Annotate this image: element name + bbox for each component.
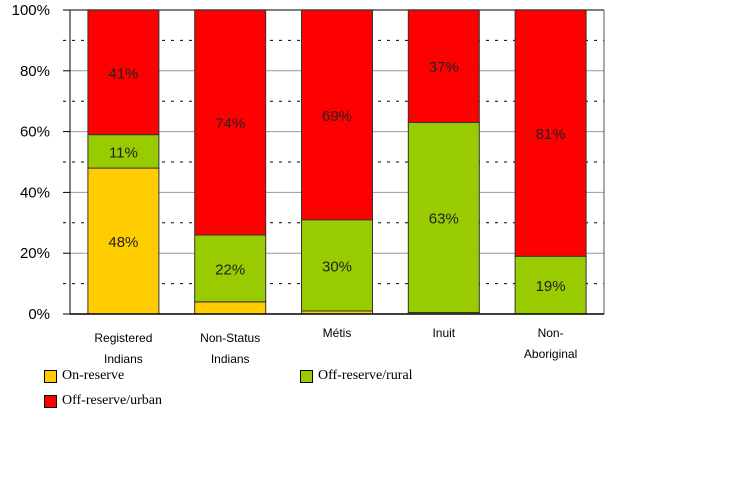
bar-segment	[301, 9, 373, 221]
category-label: Registered	[94, 331, 152, 345]
bar-segment	[87, 167, 160, 315]
y-tick-label: 0%	[28, 306, 50, 323]
y-tick-label: 40%	[20, 184, 50, 201]
legend-label: Off-reserve/rural	[318, 368, 413, 383]
bar-segment	[514, 255, 587, 315]
data-label: 37%	[429, 59, 459, 76]
legend-item-on-reserve: On-reserve	[44, 368, 124, 384]
category-label: Indians	[104, 352, 143, 366]
category-label: Métis	[323, 326, 352, 340]
y-tick-label: 100%	[12, 2, 50, 19]
bar-segment	[407, 9, 480, 123]
category-label: Indians	[211, 352, 250, 366]
bar-segment	[407, 121, 480, 313]
legend-item-off-reserve-urban: Off-reserve/urban	[44, 393, 162, 409]
data-label: 30%	[322, 258, 352, 275]
legend-label: On-reserve	[62, 368, 125, 383]
data-label: 81%	[536, 126, 566, 143]
data-label: 48%	[108, 234, 138, 251]
bar-segment	[87, 9, 160, 136]
data-label: 22%	[215, 261, 245, 278]
legend-swatch-off-reserve-rural	[300, 369, 313, 383]
legend-label: Off-reserve/urban	[62, 393, 163, 408]
legend-item-off-reserve-rural: Off-reserve/rural	[300, 368, 413, 384]
bar-segment	[87, 134, 160, 169]
bar-segment	[194, 9, 267, 236]
y-tick-label: 60%	[20, 124, 50, 141]
y-tick-label: 20%	[20, 245, 50, 262]
category-label: Aboriginal	[524, 347, 577, 361]
legend-swatch-on-reserve	[44, 369, 57, 383]
bar-segment	[514, 9, 587, 257]
data-label: 41%	[108, 65, 138, 82]
bar-segment	[194, 301, 267, 315]
data-label: 11%	[109, 144, 138, 161]
category-label: Non-Status	[200, 331, 260, 345]
bar-segment	[301, 219, 373, 312]
y-tick-label: 80%	[20, 63, 50, 80]
category-label: Inuit	[432, 326, 455, 340]
category-label: Non-	[538, 326, 564, 340]
data-label: 63%	[429, 210, 459, 227]
data-label: 74%	[215, 115, 245, 132]
data-label: 69%	[322, 108, 352, 125]
legend-swatch-off-reserve-urban	[44, 394, 57, 408]
data-label: 19%	[536, 278, 566, 295]
bar-segment	[194, 234, 267, 303]
